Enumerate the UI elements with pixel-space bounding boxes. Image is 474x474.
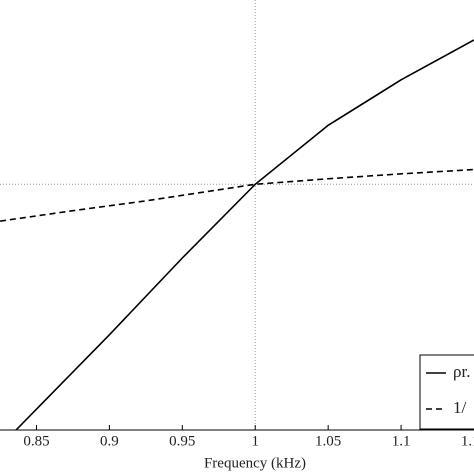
x-tick-label: 0.9: [100, 433, 119, 449]
line: [0, 168, 474, 222]
x-tick-label: 0.85: [23, 433, 49, 449]
legend-label: 1/: [453, 398, 467, 417]
plot-area: [0, 0, 474, 430]
x-tick-label: 1: [251, 433, 259, 449]
legend-box: [419, 354, 474, 430]
line: [15, 39, 474, 430]
legend-label: ρr.: [453, 362, 470, 381]
x-tick-label: 0.95: [169, 433, 195, 449]
x-axis-label: Frequency (kHz): [204, 455, 306, 471]
x-tick-label: 1.15: [461, 433, 474, 449]
x-tick-label: 1.05: [315, 433, 341, 449]
x-tick-label: 1.1: [392, 433, 411, 449]
